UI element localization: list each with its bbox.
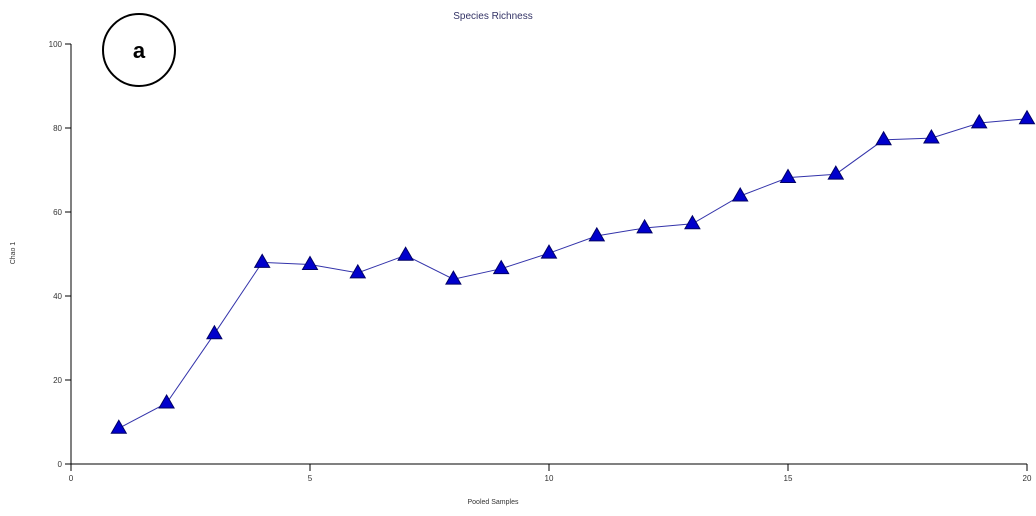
- data-point: [875, 130, 892, 146]
- x-tick-label: 0: [69, 474, 74, 483]
- x-axis-title: Pooled Samples: [468, 499, 519, 506]
- x-tick-label: 15: [784, 474, 793, 483]
- y-axis-title: Chao 1: [10, 242, 17, 265]
- y-tick-label: 0: [58, 460, 63, 469]
- y-tick-label: 40: [53, 292, 62, 301]
- data-markers: [110, 109, 1036, 434]
- x-tick-label: 20: [1023, 474, 1032, 483]
- data-point: [970, 113, 988, 129]
- x-tick-label: 5: [308, 474, 313, 483]
- x-tick-label: 10: [545, 474, 554, 483]
- y-tick-label: 100: [49, 40, 63, 49]
- data-point: [923, 129, 940, 144]
- axes: 0 20 40 60 80 100 0 5 10 15 20: [49, 40, 1032, 483]
- data-point: [588, 226, 606, 242]
- y-tick-label: 80: [53, 124, 62, 133]
- chart-title: Species Richness: [453, 11, 532, 22]
- data-point: [684, 214, 701, 230]
- data-point: [731, 186, 749, 202]
- data-point: [636, 218, 653, 234]
- series-line: [118, 118, 1028, 429]
- data-point: [158, 394, 175, 409]
- series-line-group: [118, 118, 1028, 429]
- y-tick-label: 20: [53, 376, 62, 385]
- data-point: [779, 168, 797, 183]
- data-point: [540, 244, 558, 259]
- data-point: [492, 259, 510, 275]
- data-point: [445, 270, 462, 285]
- data-point: [301, 255, 319, 270]
- data-point: [206, 324, 223, 340]
- data-point: [349, 263, 367, 279]
- data-point: [827, 165, 845, 180]
- y-tick-label: 60: [53, 208, 62, 217]
- data-point: [253, 253, 271, 268]
- panel-badge-label: a: [133, 38, 146, 63]
- data-point: [110, 419, 128, 434]
- data-point: [1018, 109, 1036, 125]
- panel-badge: a: [102, 13, 176, 87]
- data-point: [397, 246, 414, 261]
- panel-badge-circle: [102, 13, 176, 87]
